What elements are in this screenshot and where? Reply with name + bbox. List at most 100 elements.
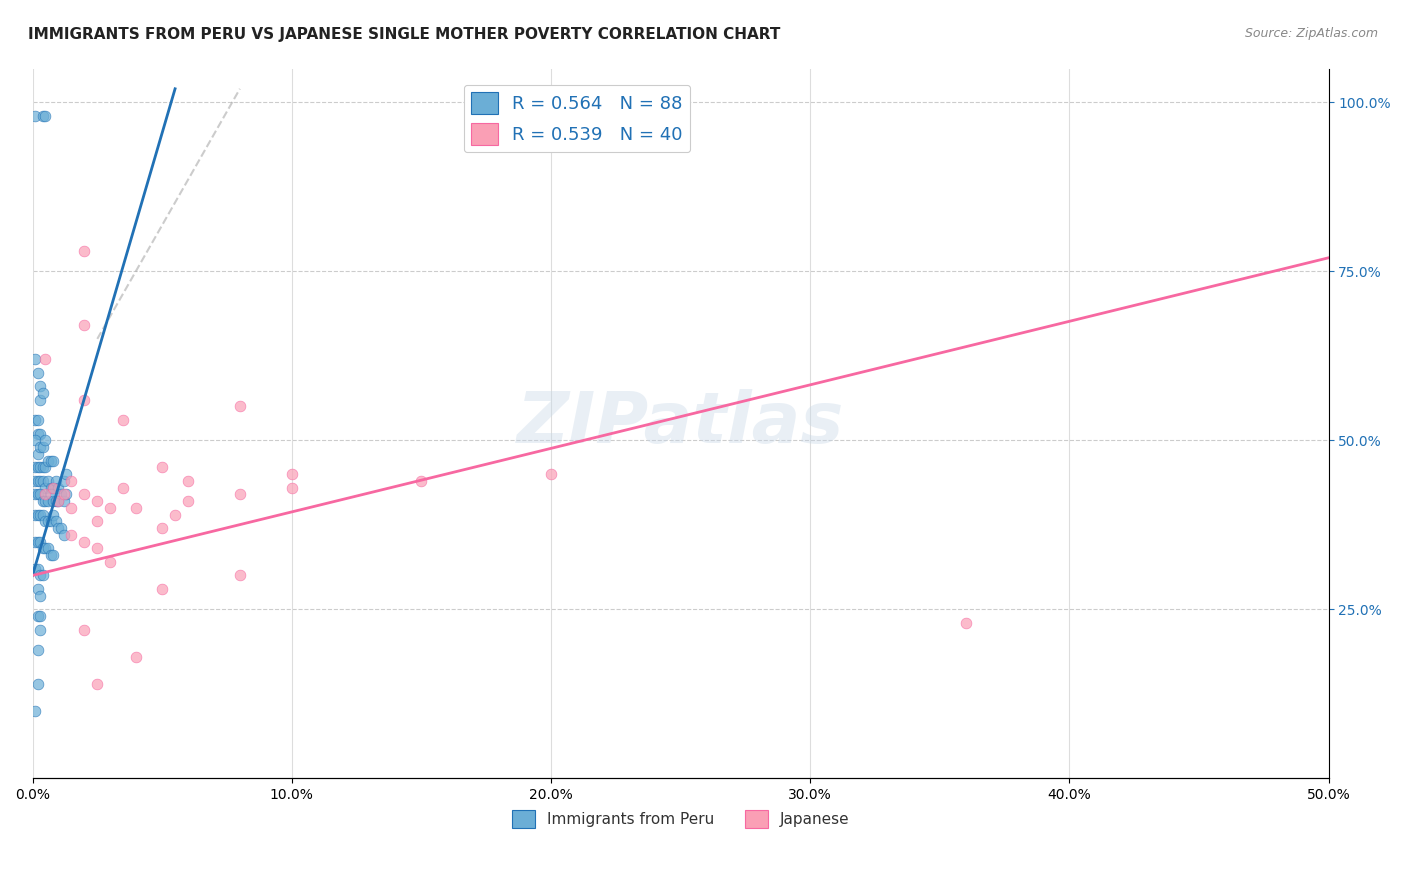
Point: [37, 453, 59, 467]
Point: [27, 562, 49, 576]
Point: [31, 460, 53, 475]
Point: [42, 453, 65, 467]
Point: [24, 434, 46, 448]
Point: [280, 467, 302, 481]
Point: [125, 649, 148, 664]
Point: [42, 481, 65, 495]
Point: [24, 704, 46, 718]
Point: [27, 426, 49, 441]
Point: [411, 474, 433, 488]
Point: [27, 413, 49, 427]
Point: [34, 487, 56, 501]
Point: [27, 366, 49, 380]
Point: [125, 500, 148, 515]
Point: [34, 541, 56, 556]
Point: [177, 474, 200, 488]
Point: [229, 487, 252, 501]
Point: [31, 474, 53, 488]
Point: [55, 467, 77, 481]
Point: [955, 615, 977, 630]
Point: [73, 534, 96, 549]
Point: [52, 474, 75, 488]
Point: [31, 494, 53, 508]
Point: [48, 481, 70, 495]
Point: [30, 426, 52, 441]
Point: [24, 508, 46, 522]
Point: [30, 460, 52, 475]
Point: [73, 392, 96, 407]
Point: [73, 244, 96, 258]
Point: [73, 318, 96, 333]
Point: [540, 467, 562, 481]
Point: [34, 434, 56, 448]
Point: [229, 568, 252, 582]
Point: [60, 474, 83, 488]
Point: [73, 623, 96, 637]
Point: [280, 481, 302, 495]
Point: [37, 494, 59, 508]
Point: [48, 521, 70, 535]
Legend: Immigrants from Peru, Japanese: Immigrants from Peru, Japanese: [506, 804, 855, 834]
Point: [31, 440, 53, 454]
Point: [45, 474, 67, 488]
Point: [165, 508, 187, 522]
Point: [52, 487, 75, 501]
Point: [24, 534, 46, 549]
Point: [27, 474, 49, 488]
Point: [39, 453, 62, 467]
Point: [34, 494, 56, 508]
Point: [42, 481, 65, 495]
Point: [49, 487, 72, 501]
Point: [30, 589, 52, 603]
Point: [27, 508, 49, 522]
Point: [27, 642, 49, 657]
Point: [24, 109, 46, 123]
Point: [27, 676, 49, 690]
Point: [177, 494, 200, 508]
Point: [31, 386, 53, 401]
Point: [229, 400, 252, 414]
Point: [34, 109, 56, 123]
Point: [150, 460, 173, 475]
Point: [27, 447, 49, 461]
Point: [31, 508, 53, 522]
Point: [27, 487, 49, 501]
Point: [73, 487, 96, 501]
Point: [86, 515, 108, 529]
Point: [55, 487, 77, 501]
Point: [150, 582, 173, 596]
Point: [30, 487, 52, 501]
Point: [30, 474, 52, 488]
Point: [39, 481, 62, 495]
Point: [31, 568, 53, 582]
Point: [60, 528, 83, 542]
Point: [31, 541, 53, 556]
Point: [45, 515, 67, 529]
Point: [30, 609, 52, 624]
Point: [34, 460, 56, 475]
Point: [34, 515, 56, 529]
Point: [86, 541, 108, 556]
Point: [86, 494, 108, 508]
Point: [48, 494, 70, 508]
Point: [52, 528, 75, 542]
Point: [39, 487, 62, 501]
Point: [30, 623, 52, 637]
Point: [37, 515, 59, 529]
Point: [86, 676, 108, 690]
Point: [39, 515, 62, 529]
Point: [42, 548, 65, 562]
Point: [27, 534, 49, 549]
Point: [30, 379, 52, 393]
Point: [24, 413, 46, 427]
Point: [37, 541, 59, 556]
Point: [150, 521, 173, 535]
Point: [30, 440, 52, 454]
Point: [37, 474, 59, 488]
Point: [60, 500, 83, 515]
Text: ZIPatlas: ZIPatlas: [517, 389, 844, 458]
Point: [24, 352, 46, 367]
Point: [49, 521, 72, 535]
Point: [24, 474, 46, 488]
Point: [34, 352, 56, 367]
